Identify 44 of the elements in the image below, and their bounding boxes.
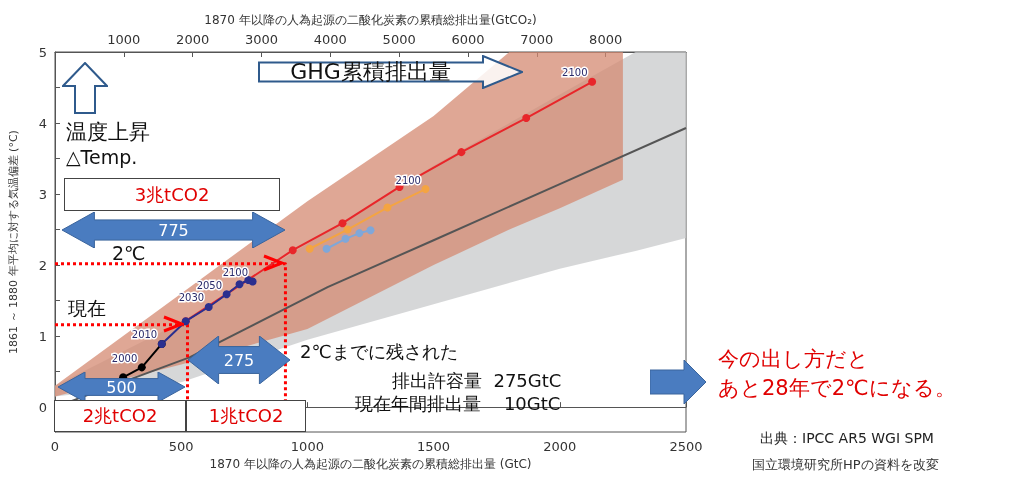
x-tick-label: 2500 [669, 439, 703, 454]
x-tick-label: 2000 [543, 439, 577, 454]
annotation: 現在 [68, 296, 106, 321]
annotation: 2℃までに残された [300, 340, 458, 364]
annotation: 775 [158, 220, 189, 240]
x-axis-title: 1870 年以降の人為起源の二酸化炭素の累積総排出量 (GtC) [209, 456, 532, 471]
annotation: △Temp. [66, 146, 138, 168]
annotation: 2100 [562, 67, 588, 79]
text: 今の出し方だと [718, 346, 869, 373]
x2-tick-label: 1000 [107, 32, 141, 47]
x-tick-label: 0 [50, 439, 60, 454]
x2-axis-title: 1870 年以降の人為起源の二酸化炭素の累積総排出量(GtCO₂) [204, 13, 537, 27]
annotation: 排出許容量 275GtC [392, 369, 562, 393]
x2-tick-label: 4000 [313, 32, 347, 47]
y-tick-label: 4 [38, 115, 47, 131]
text: 国立環境研究所HPの資料を改変 [752, 456, 939, 474]
x-tick-label: 1000 [290, 439, 324, 454]
y-tick-label: 0 [38, 399, 47, 415]
x2-tick-label: 7000 [520, 32, 554, 47]
annotation: 2000 [111, 352, 138, 364]
annotation: GHG累積排出量 [289, 58, 452, 86]
text: あと28年で2℃になる。 [718, 375, 956, 402]
annotation: 2030 [178, 292, 205, 304]
y-tick-label: 5 [38, 44, 47, 60]
source-note: 出典：IPCC AR5 WGI SPM [760, 430, 934, 448]
x-tick-label: 500 [168, 439, 194, 454]
text-box: 3兆tCO2 [64, 178, 280, 211]
annotation: 温度上昇 [66, 119, 150, 146]
x2-tick-label: 8000 [589, 32, 623, 47]
x2-tick-label: 2000 [176, 32, 210, 47]
annotation: 2010 [131, 329, 158, 341]
y-tick-label: 1 [38, 328, 47, 344]
annotation: 2℃ [112, 242, 146, 264]
y-axis-title: 1861 ～ 1880 年平均に対する気温偏差 (°C) [7, 130, 20, 354]
y-tick-label: 2 [38, 257, 47, 273]
text-box: 1兆tCO2 [186, 400, 306, 432]
x-tick-label: 1500 [417, 439, 451, 454]
text-box: 2兆tCO2 [54, 400, 186, 432]
x2-tick-label: 5000 [382, 32, 416, 47]
annotation: 2100 [222, 266, 249, 278]
annotation: 2050 [196, 279, 223, 291]
y-tick-label: 3 [38, 186, 47, 202]
x2-tick-label: 6000 [451, 32, 485, 47]
x2-tick-label: 3000 [244, 32, 279, 47]
